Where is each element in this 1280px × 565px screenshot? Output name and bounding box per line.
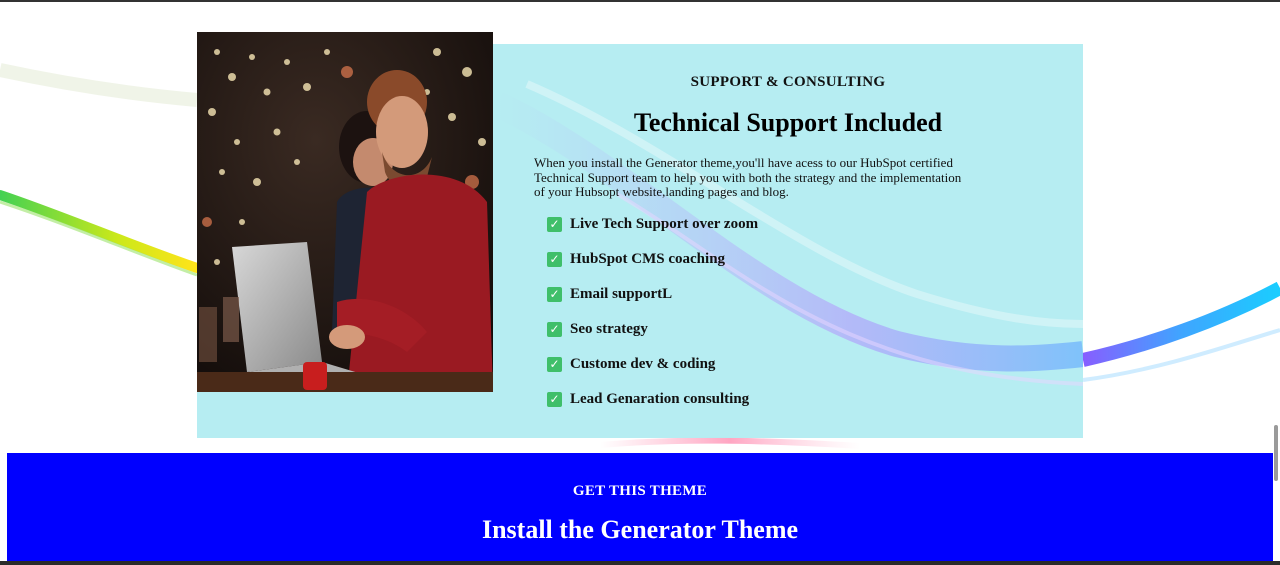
- top-border: [0, 0, 1280, 2]
- get-theme-section: GET THIS THEME Install the Generator The…: [7, 453, 1273, 561]
- feature-label: Lead Genaration consulting: [570, 391, 750, 407]
- check-box-icon: ✓: [547, 392, 562, 407]
- feature-label: HubSpot CMS coaching: [570, 251, 726, 267]
- check-box-icon: ✓: [547, 252, 562, 267]
- feature-item: ✓ Custome dev & coding: [547, 356, 758, 391]
- cta-eyebrow: GET THIS THEME: [572, 483, 708, 499]
- feature-item: ✓ HubSpot CMS coaching: [547, 251, 758, 286]
- feature-item: ✓ Email supportL: [547, 286, 758, 321]
- panel-wave-graphic: [491, 80, 1083, 386]
- feature-label: Seo strategy: [570, 321, 648, 337]
- check-box-icon: ✓: [547, 357, 562, 372]
- feature-list: ✓ Live Tech Support over zoom ✓ HubSpot CM…: [547, 216, 758, 426]
- check-box-icon: ✓: [547, 322, 562, 337]
- check-box-icon: ✓: [547, 217, 562, 232]
- check-box-icon: ✓: [547, 287, 562, 302]
- scrollbar-thumb[interactable]: [1274, 425, 1278, 481]
- feature-item: ✓ Live Tech Support over zoom: [547, 216, 758, 251]
- feature-item: ✓ Lead Genaration consulting: [547, 391, 758, 426]
- section-eyebrow: SUPPORT & CONSULTING: [690, 74, 886, 90]
- bottom-border: [0, 561, 1280, 565]
- feature-item: ✓ Seo strategy: [547, 321, 758, 356]
- section-heading: Technical Support Included: [633, 108, 943, 137]
- cta-heading: Install the Generator Theme: [481, 515, 799, 544]
- section-description: When you install the Generator theme,you…: [534, 155, 962, 199]
- feature-label: Email supportL: [570, 286, 673, 302]
- feature-label: Custome dev & coding: [570, 356, 716, 372]
- couple-laptop-photo: [197, 32, 493, 392]
- feature-label: Live Tech Support over zoom: [570, 216, 759, 232]
